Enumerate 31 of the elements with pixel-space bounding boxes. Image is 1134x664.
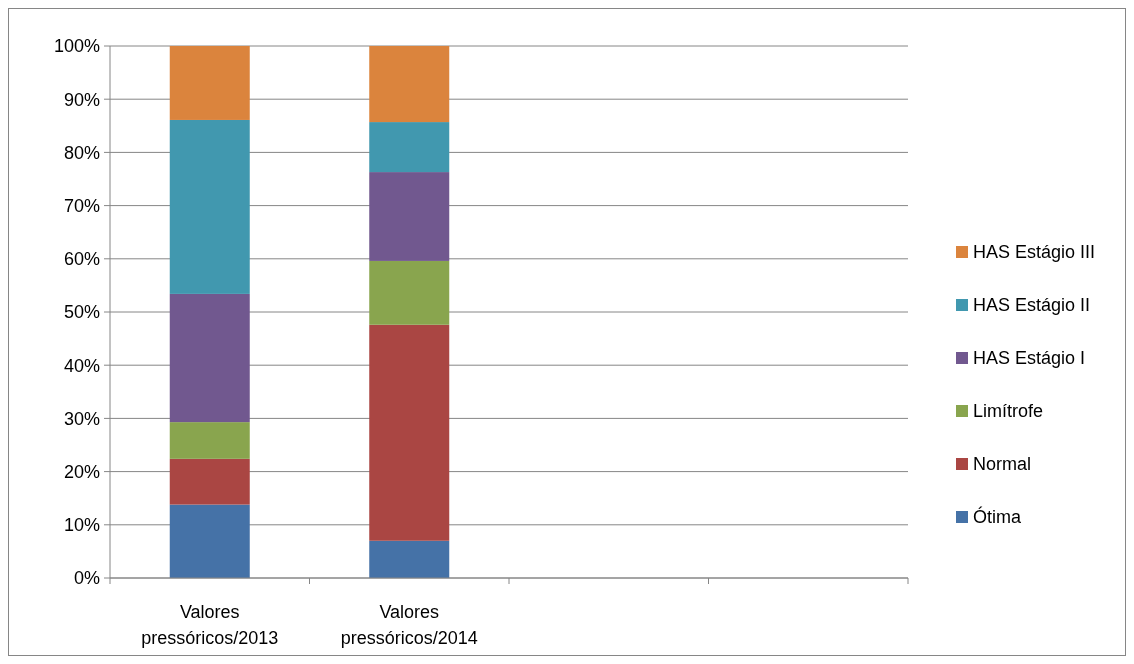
y-tick-label: 90%	[63, 89, 100, 110]
y-tick-label: 80%	[63, 142, 100, 163]
bar	[169, 119, 250, 294]
bar	[369, 260, 450, 325]
bar	[169, 422, 250, 459]
y-tick-label: 30%	[63, 408, 100, 429]
y-tick-label: 0%	[73, 568, 100, 589]
bar	[169, 458, 250, 505]
bar	[169, 293, 250, 423]
bar	[369, 540, 450, 578]
x-tick-label: Valores pressóricos/2014	[340, 602, 478, 648]
y-tick-label: 70%	[63, 195, 100, 216]
bar	[369, 324, 450, 541]
legend-label: HAS Estágio II	[973, 295, 1091, 316]
legend-label: Limítrofe	[973, 401, 1044, 422]
y-tick-label: 50%	[63, 302, 100, 323]
bar	[369, 122, 450, 173]
y-tick-label: 20%	[63, 461, 100, 482]
legend-label: HAS Estágio I	[973, 348, 1086, 369]
y-tick-label: 100%	[53, 36, 100, 57]
x-tick-label: Valores pressóricos/2013	[141, 602, 279, 648]
legend-label: Ótima	[973, 506, 1022, 528]
bar	[169, 46, 250, 120]
y-tick-label: 40%	[63, 355, 100, 376]
legend-label: HAS Estágio III	[973, 242, 1096, 263]
y-tick-label: 10%	[63, 515, 100, 536]
bar	[169, 504, 250, 578]
bar	[369, 46, 450, 123]
bar	[369, 172, 450, 261]
y-tick-label: 60%	[63, 249, 100, 270]
legend-label: Normal	[973, 454, 1032, 475]
